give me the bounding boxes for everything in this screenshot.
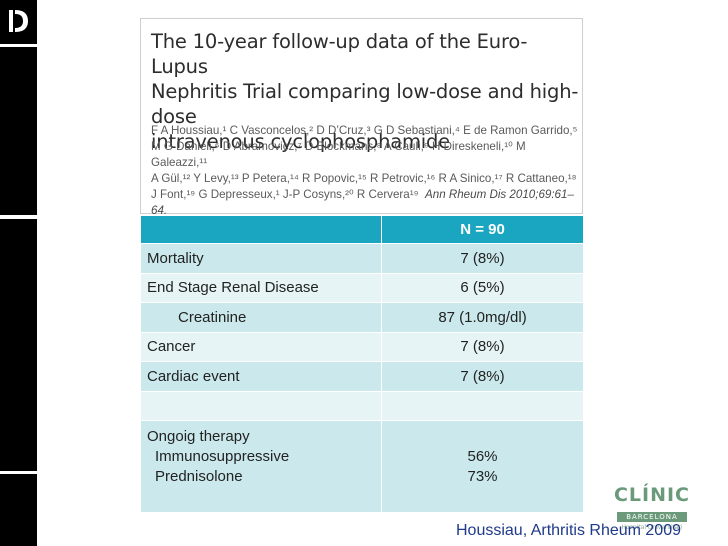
paper-title-line: Nephritis Trial comparing low-dose and h… (151, 80, 579, 128)
table-row-label: Creatinine (140, 302, 382, 333)
therapy-item-label: Prednisolone (155, 468, 243, 485)
table-empty-cell (381, 390, 584, 421)
source-citation: Houssiau, Arthritis Rheum 2009 (456, 522, 681, 539)
paper-authors-tail: J Font,¹⁹ G Depresseux,¹ J-P Cosyns,²⁰ R… (151, 188, 419, 201)
table-empty-cell (140, 390, 382, 421)
clinic-logo-tagline: Hospital Universitari (621, 524, 683, 531)
brand-mark-icon (9, 10, 28, 32)
paper-authors-line: A Gül,¹² Y Levy,¹³ P Petera,¹⁴ R Popovic… (151, 172, 577, 185)
table-header-cell: N = 90 (381, 215, 584, 244)
results-table: N = 90 Mortality 7 (8%) End Stage Renal … (140, 215, 584, 513)
table-therapy-values: 56% 73% (381, 420, 584, 513)
paper-title-line: The 10-year follow-up data of the Euro-L… (151, 30, 528, 78)
clinic-logo: CLÍNIC BARCELONA Hospital Universitari (612, 484, 692, 534)
paper-authors-line: F A Houssiau,¹ C Vasconcelos,² D D’Cruz,… (151, 124, 578, 137)
table-row: Creatinine 87 (1.0mg/dl) (140, 302, 584, 333)
therapy-item-label: Immunosuppressive (155, 448, 290, 465)
table-row-label: Cancer (140, 331, 382, 362)
paper-authors-line: J Font,¹⁹ G Depresseux,¹ J-P Cosyns,²⁰ R… (151, 187, 583, 219)
table-row-value: 7 (8%) (381, 331, 584, 362)
left-decorative-bar (0, 0, 37, 546)
left-bar-segment (0, 0, 37, 44)
table-row: Mortality 7 (8%) (140, 243, 584, 274)
paper-authors-line: M G Danieli,⁶ D Abramovicz,⁷ D Blockmans… (151, 140, 526, 169)
table-row-label: Cardiac event (140, 361, 382, 392)
left-bar-segment (0, 47, 37, 215)
therapy-heading: Ongoig therapy (147, 428, 250, 445)
table-row-value: 7 (8%) (381, 361, 584, 392)
clinic-logo-name: CLÍNIC (613, 484, 691, 506)
left-bar-segment (0, 474, 37, 546)
paper-title-line: intravenous cyclophosphamide (151, 130, 450, 153)
table-row-label: End Stage Renal Disease (140, 272, 382, 303)
paper-title: The 10-year follow-up data of the Euro-L… (151, 29, 581, 154)
paper-authors: F A Houssiau,¹ C Vasconcelos,² D D’Cruz,… (151, 123, 583, 219)
table-row-value: 6 (5%) (381, 272, 584, 303)
table-row-empty (140, 390, 584, 421)
table-row: Cancer 7 (8%) (140, 331, 584, 362)
paper-citation: Ann Rheum Dis 2010;69:61–64. (151, 188, 574, 217)
therapy-item-value: 56% (467, 448, 498, 465)
table-row-therapy: Ongoig therapy Immunosuppressive Prednis… (140, 420, 584, 513)
table-header-blank-cell (140, 215, 382, 244)
paper-header-image: The 10-year follow-up data of the Euro-L… (140, 18, 583, 217)
therapy-item-value: 73% (467, 468, 498, 485)
left-bar-segment (0, 219, 37, 471)
table-row-value: 7 (8%) (381, 243, 584, 274)
table-row: Cardiac event 7 (8%) (140, 361, 584, 392)
table-row-label: Mortality (140, 243, 382, 274)
table-row: End Stage Renal Disease 6 (5%) (140, 272, 584, 303)
table-therapy-labels: Ongoig therapy Immunosuppressive Prednis… (140, 420, 382, 513)
clinic-logo-subtitle: BARCELONA (617, 512, 687, 522)
table-row-value: 87 (1.0mg/dl) (381, 302, 584, 333)
table-header-row: N = 90 (140, 215, 584, 244)
